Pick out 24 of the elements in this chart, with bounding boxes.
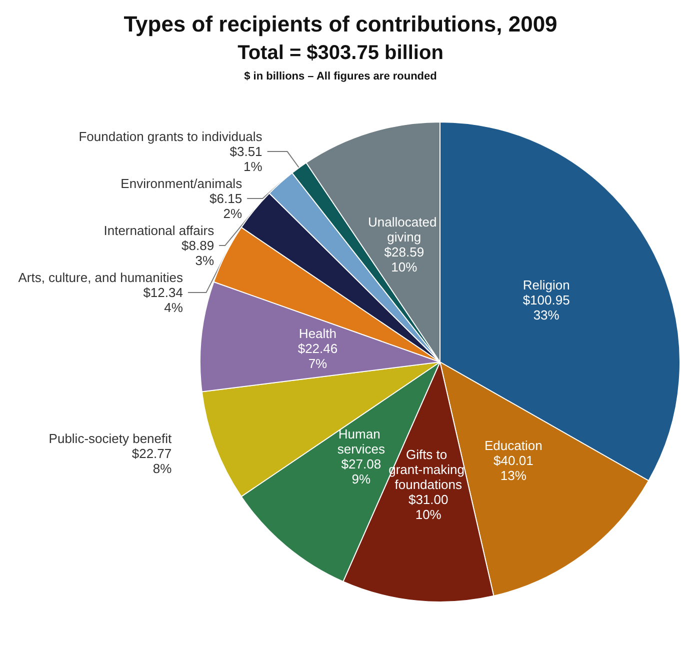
slice-label: Public-society benefit xyxy=(48,431,172,446)
data-label: $3.51 1% xyxy=(230,144,263,174)
slice-label: Health xyxy=(298,326,337,342)
data-label: $8.89 3% xyxy=(182,238,215,268)
slice-label: Education xyxy=(484,438,542,454)
chart-title: Types of recipients of contributions, 2009 xyxy=(124,12,558,36)
text: $ in billions – All figures are rounded xyxy=(244,70,437,82)
data-label: $22.46 7% xyxy=(298,341,338,372)
data-label: $12.34 4% xyxy=(143,285,184,316)
data-label: $31.00 10% xyxy=(408,492,448,522)
data-label: $6.15 2% xyxy=(210,191,243,222)
slice-label: Religion xyxy=(522,278,570,293)
slice-label: Foundation grants to individuals xyxy=(78,129,263,144)
slice-label: Arts, culture, and humanities xyxy=(18,270,184,286)
data-label: $27.08 9% xyxy=(341,456,382,486)
data-label: $100.95 33% xyxy=(522,292,570,323)
data-label: $40.01 13% xyxy=(494,453,534,484)
data-label: $28.59 10% xyxy=(384,244,424,274)
chart-subtitle: Total = $303.75 billion xyxy=(238,42,444,64)
data-label: $22.77 8% xyxy=(132,446,172,476)
slice-label: International affairs xyxy=(104,223,215,238)
slice-label: Human services xyxy=(337,426,386,456)
slice-label: Environment/animals xyxy=(120,176,243,192)
slice-label: Unallocated giving xyxy=(368,214,440,244)
